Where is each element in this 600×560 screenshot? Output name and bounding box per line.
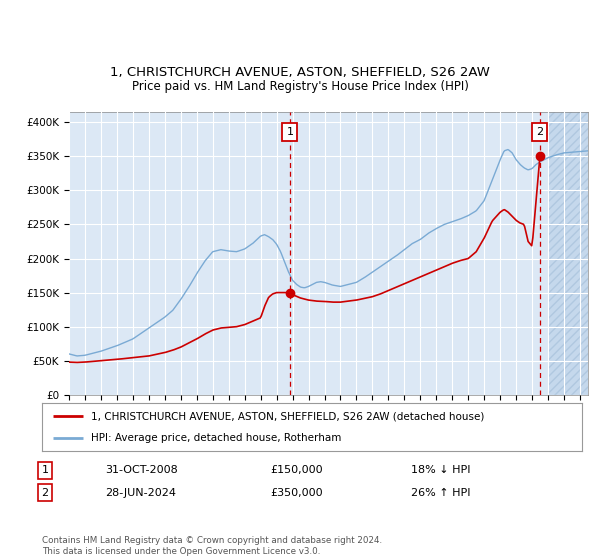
Text: 18% ↓ HPI: 18% ↓ HPI xyxy=(411,465,470,475)
Text: £350,000: £350,000 xyxy=(270,488,323,498)
Text: 1: 1 xyxy=(41,465,49,475)
Text: 2: 2 xyxy=(41,488,49,498)
Bar xyxy=(548,112,588,395)
Text: Contains HM Land Registry data © Crown copyright and database right 2024.
This d: Contains HM Land Registry data © Crown c… xyxy=(42,536,382,556)
Text: 31-OCT-2008: 31-OCT-2008 xyxy=(105,465,178,475)
Text: Price paid vs. HM Land Registry's House Price Index (HPI): Price paid vs. HM Land Registry's House … xyxy=(131,80,469,94)
Text: 1, CHRISTCHURCH AVENUE, ASTON, SHEFFIELD, S26 2AW (detached house): 1, CHRISTCHURCH AVENUE, ASTON, SHEFFIELD… xyxy=(91,411,484,421)
Text: 2: 2 xyxy=(536,127,544,137)
Text: £150,000: £150,000 xyxy=(270,465,323,475)
Text: 26% ↑ HPI: 26% ↑ HPI xyxy=(411,488,470,498)
Text: 1, CHRISTCHURCH AVENUE, ASTON, SHEFFIELD, S26 2AW: 1, CHRISTCHURCH AVENUE, ASTON, SHEFFIELD… xyxy=(110,66,490,80)
Text: 1: 1 xyxy=(286,127,293,137)
Text: HPI: Average price, detached house, Rotherham: HPI: Average price, detached house, Roth… xyxy=(91,433,341,443)
Text: 28-JUN-2024: 28-JUN-2024 xyxy=(105,488,176,498)
Bar xyxy=(548,112,588,395)
